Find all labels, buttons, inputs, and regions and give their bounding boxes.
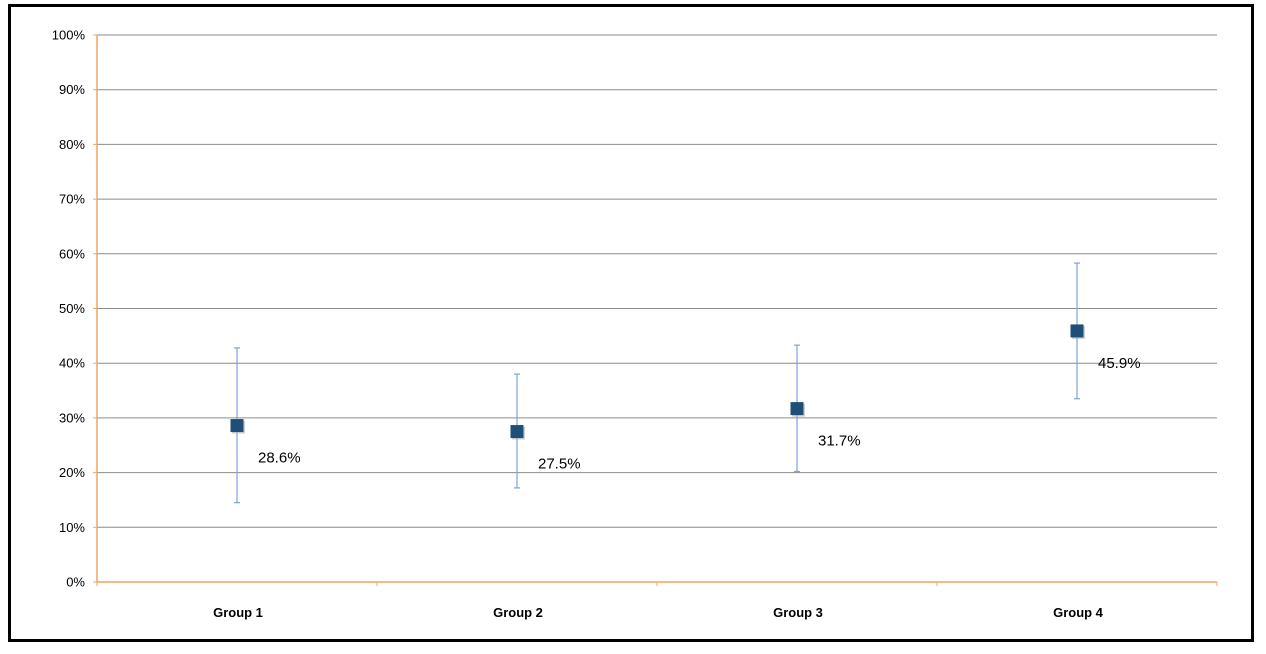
data-label: 27.5% xyxy=(538,456,581,473)
data-marker xyxy=(1070,324,1084,338)
axes xyxy=(93,34,1218,586)
x-axis-category-labels: Group 1 Group 2 Group 3 Group 4 xyxy=(213,605,1104,620)
x-category-label: Group 1 xyxy=(213,605,263,620)
y-tick-label: 0% xyxy=(66,575,85,590)
y-tick-label: 100% xyxy=(52,28,86,43)
data-marker xyxy=(230,419,244,433)
y-tick-label: 30% xyxy=(59,410,85,425)
x-category-label: Group 4 xyxy=(1053,605,1104,620)
y-tick-label: 50% xyxy=(59,301,85,316)
y-tick-label: 20% xyxy=(59,465,85,480)
chart-frame xyxy=(8,4,1254,642)
data-labels: 28.6% 27.5% 31.7% 45.9% xyxy=(258,355,1141,473)
y-axis-tick-labels: 0% 10% 20% 30% 40% 50% 60% 70% 80% 90% 100% xyxy=(52,28,86,590)
y-tick-label: 70% xyxy=(59,192,85,207)
x-category-label: Group 3 xyxy=(773,605,823,620)
data-label: 31.7% xyxy=(818,433,861,450)
y-tick-label: 60% xyxy=(59,246,85,261)
data-marker xyxy=(510,425,524,439)
x-category-label: Group 2 xyxy=(493,605,543,620)
data-marker xyxy=(790,402,804,416)
y-tick-label: 40% xyxy=(59,356,85,371)
y-tick-label: 10% xyxy=(59,520,85,535)
y-tick-label: 80% xyxy=(59,137,85,152)
data-label: 28.6% xyxy=(258,450,301,467)
data-markers xyxy=(230,324,1085,440)
error-bars xyxy=(234,262,1080,504)
gridlines xyxy=(97,34,1217,528)
y-tick-label: 90% xyxy=(59,82,85,97)
data-label: 45.9% xyxy=(1098,355,1141,372)
